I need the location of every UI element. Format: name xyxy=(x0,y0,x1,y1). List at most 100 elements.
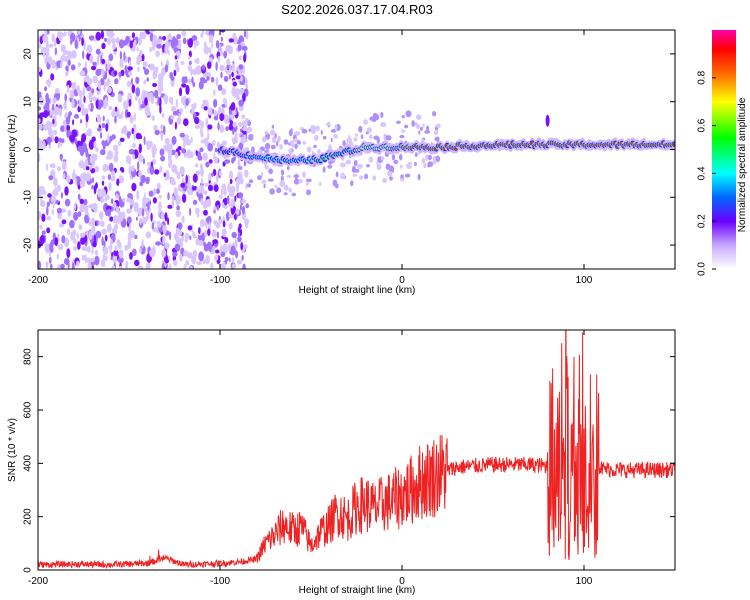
noise-speckle xyxy=(121,167,125,173)
noise-speckle xyxy=(138,247,142,254)
noise-speckle xyxy=(179,240,184,248)
noise-speckle xyxy=(132,153,136,160)
noise-speckle xyxy=(106,64,111,71)
noise-speckle xyxy=(86,44,93,54)
x-tick-label: 0 xyxy=(399,576,405,587)
noise-speckle xyxy=(242,92,246,102)
noise-speckle xyxy=(60,153,63,162)
noise-speckle xyxy=(157,221,162,228)
noise-speckle xyxy=(92,75,98,84)
noise-speckle xyxy=(210,262,214,269)
noise-speckle xyxy=(135,87,141,97)
noise-speckle xyxy=(305,178,312,183)
noise-speckle xyxy=(77,193,81,200)
noise-speckle xyxy=(223,197,228,206)
noise-speckle xyxy=(84,254,87,264)
noise-speckle xyxy=(98,99,104,108)
noise-speckle xyxy=(135,216,138,221)
noise-speckle xyxy=(435,123,441,128)
snr-series-line xyxy=(38,330,675,569)
noise-speckle xyxy=(245,203,249,209)
noise-speckle xyxy=(160,60,163,67)
noise-speckle xyxy=(179,132,186,138)
noise-speckle xyxy=(71,50,77,59)
noise-speckle xyxy=(101,68,105,77)
noise-speckle xyxy=(152,44,156,52)
x-tick-label: -200 xyxy=(28,576,48,587)
noise-speckle xyxy=(162,235,166,245)
noise-speckle xyxy=(153,188,157,196)
noise-speckle xyxy=(207,133,210,141)
noise-speckle xyxy=(360,134,364,139)
noise-speckle xyxy=(319,181,322,187)
y-tick-label: 600 xyxy=(23,401,34,418)
noise-speckle xyxy=(208,172,212,181)
noise-speckle xyxy=(109,216,114,222)
noise-speckle xyxy=(89,257,96,263)
noise-speckle xyxy=(127,92,132,102)
noise-speckle xyxy=(326,122,331,126)
noise-speckle xyxy=(121,111,124,115)
noise-speckle xyxy=(181,148,187,154)
noise-speckle xyxy=(208,34,214,44)
noise-speckle xyxy=(46,216,52,221)
noise-speckle xyxy=(385,135,392,141)
noise-speckle xyxy=(213,99,218,108)
noise-speckle xyxy=(399,153,403,161)
noise-speckle xyxy=(46,136,53,144)
noise-speckle xyxy=(170,180,177,186)
noise-speckle xyxy=(73,202,77,210)
noise-speckle xyxy=(203,106,208,111)
noise-speckle xyxy=(176,34,181,40)
noise-speckle xyxy=(199,119,202,127)
noise-speckle xyxy=(173,47,180,52)
noise-speckle xyxy=(194,207,200,215)
noise-speckle xyxy=(245,220,249,229)
noise-speckle xyxy=(38,43,42,49)
noise-speckle xyxy=(140,104,146,109)
noise-speckle xyxy=(95,147,99,152)
noise-speckle xyxy=(218,219,223,224)
noise-speckle xyxy=(87,262,92,269)
noise-speckle xyxy=(352,173,358,177)
noise-speckle xyxy=(104,196,108,202)
noise-speckle xyxy=(123,51,126,61)
noise-speckle xyxy=(111,265,116,269)
noise-speckle xyxy=(38,118,41,124)
noise-speckle xyxy=(226,64,230,70)
noise-speckle xyxy=(191,35,198,41)
noise-speckle xyxy=(115,206,120,213)
noise-speckle xyxy=(100,78,105,86)
noise-speckle xyxy=(133,130,136,141)
noise-speckle xyxy=(357,163,363,169)
noise-speckle xyxy=(40,234,45,245)
noise-speckle xyxy=(335,171,339,178)
noise-speckle xyxy=(184,233,190,240)
noise-speckle xyxy=(270,129,276,136)
noise-speckle xyxy=(173,259,178,267)
x-tick-label: -200 xyxy=(28,275,48,286)
noise-speckle xyxy=(46,227,51,234)
noise-speckle xyxy=(88,140,95,150)
noise-speckle xyxy=(345,159,352,165)
noise-speckle xyxy=(330,137,333,143)
noise-speckle xyxy=(64,186,69,196)
noise-speckle xyxy=(155,241,162,246)
noise-speckle xyxy=(214,254,219,261)
noise-speckle xyxy=(240,136,246,144)
noise-speckle xyxy=(102,246,109,255)
noise-speckle xyxy=(81,254,86,261)
noise-speckle xyxy=(101,236,104,246)
noise-speckle xyxy=(131,165,135,172)
noise-speckle xyxy=(72,119,75,126)
noise-speckle xyxy=(264,130,269,135)
noise-speckle xyxy=(229,187,235,196)
noise-speckle xyxy=(123,100,128,110)
noise-speckle xyxy=(78,98,82,108)
noise-speckle xyxy=(114,115,117,124)
noise-speckle xyxy=(44,57,49,64)
noise-speckle xyxy=(355,133,359,137)
noise-speckle xyxy=(69,134,76,143)
noise-speckle xyxy=(198,227,201,235)
noise-speckle xyxy=(148,93,151,102)
